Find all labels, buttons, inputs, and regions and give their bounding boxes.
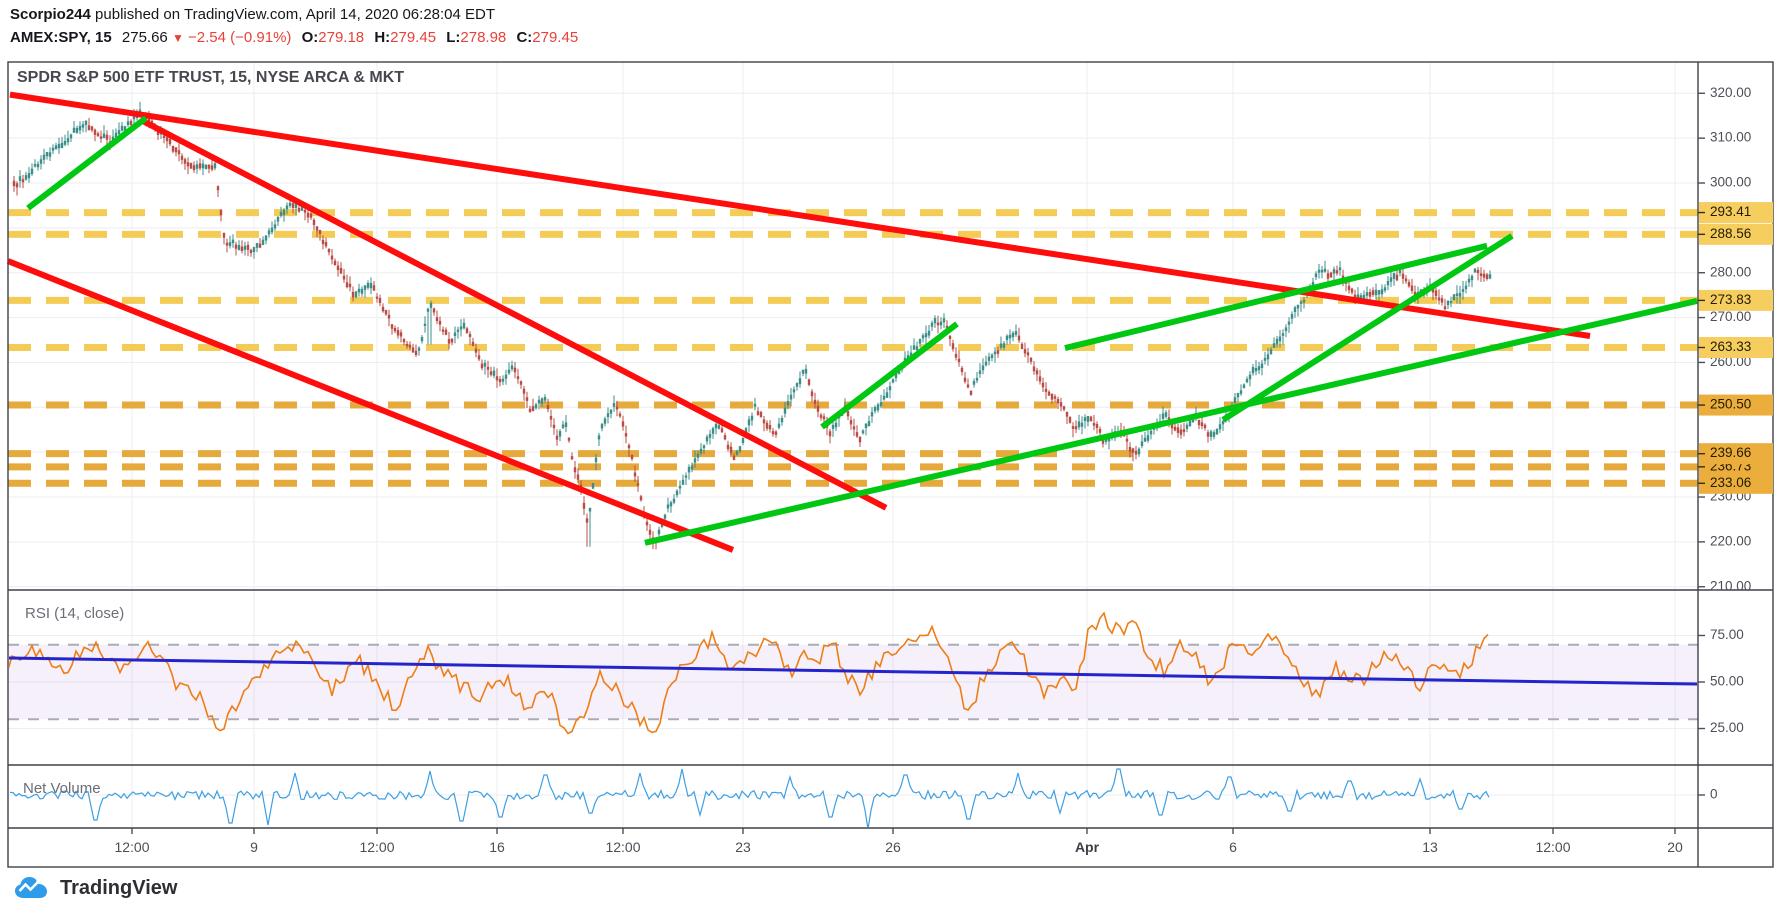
price-level-badge (1699, 472, 1773, 494)
time-tick-label: 12:00 (359, 839, 394, 855)
symbol-interval: AMEX:SPY, 15 (10, 29, 112, 46)
net-volume-indicator-label[interactable]: Net Volume (23, 780, 101, 797)
time-tick-label: 12:00 (605, 839, 640, 855)
price-level-badge-label: 250.50 (1710, 397, 1751, 412)
time-tick-label: 26 (885, 839, 901, 855)
publish-note: published on TradingView.com, April 14, … (90, 6, 496, 23)
trendline-red-upper-long[interactable] (9, 91, 1591, 339)
price-level-badge-label: 293.41 (1710, 204, 1751, 219)
net-volume-line (9, 768, 1490, 827)
price-tick-label: 270.00 (1710, 309, 1751, 324)
price-tick-label: 220.00 (1710, 533, 1751, 548)
close-value: 279.45 (532, 29, 579, 46)
trendline-red-steep-mid[interactable] (141, 118, 888, 511)
time-tick-label: 13 (1422, 839, 1438, 855)
rsi-band (8, 644, 1698, 720)
time-tick-label: 9 (250, 839, 258, 855)
tradingview-logo[interactable]: TradingView (13, 874, 177, 902)
time-tick-label: 12:00 (114, 839, 149, 855)
price-level-badge (1699, 337, 1773, 359)
time-tick-label: 23 (735, 839, 751, 855)
open-value: 279.18 (318, 29, 365, 46)
price-level-badge (1699, 289, 1773, 311)
volume-zero-label: 0 (1710, 787, 1718, 802)
tradingview-cloud-icon (15, 877, 47, 898)
price-level-badge-label: 263.33 (1710, 339, 1751, 354)
down-arrow-icon: ▼ (171, 31, 184, 45)
down-candle-bodies (12, 112, 1489, 543)
rsi-tick-label: 75.00 (1710, 627, 1744, 642)
rsi-line (9, 611, 1489, 735)
price-level-badge-label: 239.66 (1710, 445, 1751, 460)
price-tick-label: 320.00 (1710, 85, 1751, 100)
time-tick-label: Apr (1075, 839, 1100, 855)
rsi-tick-label: 50.00 (1710, 674, 1744, 689)
price-tick-label: 280.00 (1710, 264, 1751, 279)
price-axis[interactable]: 320.00310.00300.00280.00270.00260.00230.… (1698, 85, 1773, 802)
trendline-green-right-steep[interactable] (1221, 233, 1514, 423)
low-value: 278.98 (460, 29, 507, 46)
price-change: −2.54 (−0.91%) (188, 29, 292, 46)
trendline-drawings (6, 91, 1698, 553)
price-tick-label: 310.00 (1710, 130, 1751, 145)
time-tick-label: 20 (1667, 839, 1683, 855)
symbol-header: AMEX:SPY, 15 275.66 ▼ −2.54 (−0.91%) O:2… (10, 29, 578, 46)
high-label: H: (374, 29, 391, 46)
price-level-badge (1699, 202, 1773, 224)
rsi-tick-label: 25.00 (1710, 720, 1744, 735)
publish-header: Scorpio244 published on TradingView.com,… (10, 6, 495, 23)
rsi-blue-trendline[interactable] (8, 656, 1697, 686)
rsi-indicator-label[interactable]: RSI (14, close) (25, 605, 125, 622)
time-tick-label: 16 (489, 839, 505, 855)
trendline-green-long-support[interactable] (644, 298, 1698, 546)
last-price: 275.66 (121, 29, 168, 46)
price-tick-label: 300.00 (1710, 175, 1751, 190)
trendline-green-mid-steep[interactable] (820, 321, 959, 430)
low-label: L: (446, 29, 461, 46)
open-label: O: (301, 29, 319, 46)
price-level-badge (1699, 443, 1773, 465)
tradingview-logo-text: TradingView (60, 876, 178, 899)
trendline-green-topleft[interactable] (26, 115, 148, 211)
price-tick-label: 210.00 (1710, 578, 1751, 593)
trendline-red-lower-left[interactable] (6, 258, 735, 553)
chart-pane-title: SPDR S&P 500 ETF TRUST, 15, NYSE ARCA & … (17, 69, 405, 86)
price-level-badge (1699, 223, 1773, 245)
price-level-badge (1699, 394, 1773, 416)
price-level-badge-label: 288.56 (1710, 226, 1751, 241)
close-label: C: (516, 29, 533, 46)
author-name: Scorpio244 (10, 6, 91, 23)
high-value: 279.45 (390, 29, 437, 46)
rsi-pane-content (8, 611, 1697, 735)
trendline-green-right-lower[interactable] (1064, 242, 1488, 352)
time-tick-label: 12:00 (1535, 839, 1570, 855)
time-tick-label: 6 (1229, 839, 1237, 855)
price-level-badge-label: 233.06 (1710, 475, 1751, 490)
price-level-badge-label: 273.83 (1710, 292, 1751, 307)
time-axis[interactable]: 12:00 9 12:00 16 12:00 23 26 Apr 6 13 12:00 20 (114, 828, 1683, 855)
